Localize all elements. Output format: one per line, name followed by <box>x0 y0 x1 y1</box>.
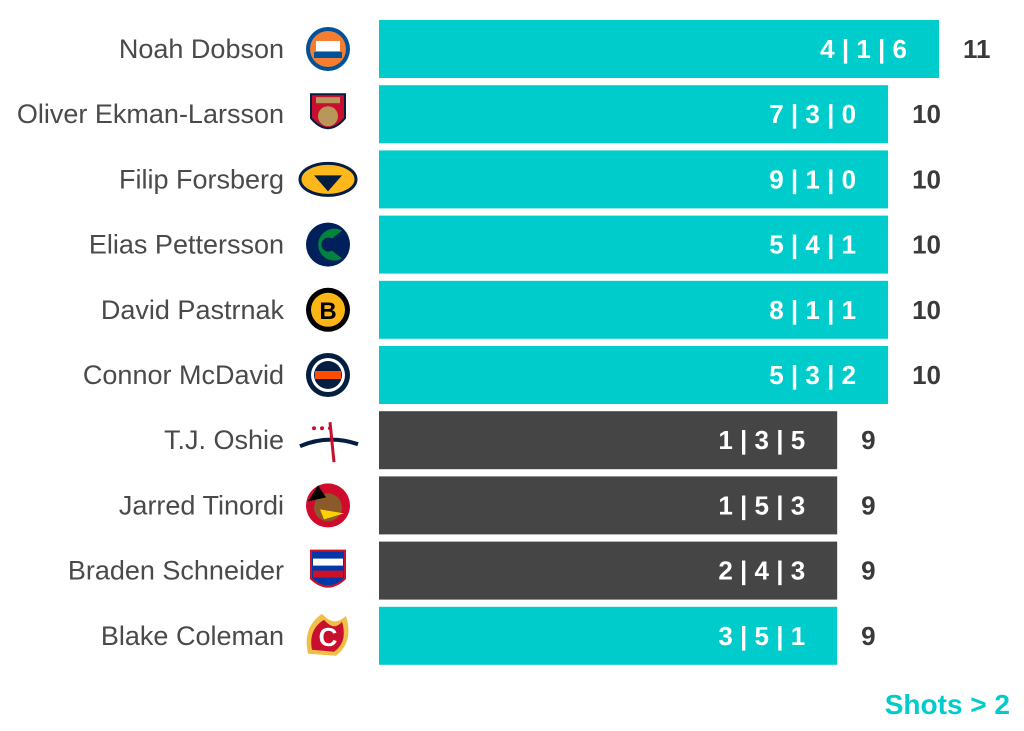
bar-breakdown-label: 5 | 4 | 1 <box>769 230 856 260</box>
bar-row: Noah Dobson 4 | 1 | 6 11 <box>119 20 991 78</box>
bar-breakdown-label: 3 | 5 | 1 <box>718 621 805 651</box>
bar-row: Blake Coleman C 3 | 5 | 1 9 <box>101 606 876 665</box>
bar-row: Oliver Ekman-Larsson 7 | 3 | 0 10 <box>17 85 941 144</box>
bar <box>379 411 838 470</box>
value-label: 10 <box>912 164 941 194</box>
oilers-logo-icon <box>306 353 350 397</box>
bar-row: T.J. Oshie 1 | 3 | 5 9 <box>164 411 876 470</box>
bar <box>379 85 889 144</box>
islanders-logo-icon <box>306 27 350 71</box>
bar <box>379 215 889 274</box>
panthers-logo-icon <box>310 93 346 130</box>
category-label: Elias Pettersson <box>89 230 284 260</box>
category-label: T.J. Oshie <box>164 425 284 455</box>
bar-row: Connor McDavid 5 | 3 | 2 10 <box>83 346 941 404</box>
bar-breakdown-label: 9 | 1 | 0 <box>769 164 856 194</box>
category-label: Blake Coleman <box>101 621 284 651</box>
bar-breakdown-label: 7 | 3 | 0 <box>769 99 856 129</box>
bar-row: Jarred Tinordi 1 | 5 | 3 9 <box>119 476 876 535</box>
bar <box>379 20 939 78</box>
bar-row: David Pastrnak B 8 | 1 | 1 10 <box>101 280 941 339</box>
chart-annotation: Shots > 2 <box>884 689 1010 720</box>
capitals-logo-icon <box>299 422 359 463</box>
value-label: 9 <box>861 621 875 651</box>
canucks-logo-icon <box>306 222 350 267</box>
bar-breakdown-label: 1 | 5 | 3 <box>718 490 805 520</box>
bar-row: Braden Schneider 2 | 4 | 3 9 <box>68 541 876 600</box>
bar-row: Filip Forsberg 9 | 1 | 0 10 <box>119 150 941 209</box>
category-label: Braden Schneider <box>68 556 284 586</box>
bar-breakdown-label: 4 | 1 | 6 <box>820 34 907 64</box>
value-label: 9 <box>861 490 875 520</box>
value-label: 10 <box>912 295 941 325</box>
value-label: 10 <box>912 99 941 129</box>
bruins-logo-icon: B <box>306 287 350 332</box>
bar <box>379 150 889 209</box>
blackhawks-logo-icon <box>306 483 350 528</box>
rangers-logo-icon <box>310 549 346 588</box>
category-label: Oliver Ekman-Larsson <box>17 99 284 129</box>
category-label: Connor McDavid <box>83 360 284 390</box>
value-label: 9 <box>861 425 875 455</box>
bar-breakdown-label: 2 | 4 | 3 <box>718 556 805 586</box>
svg-text:C: C <box>319 622 338 652</box>
flames-logo-icon: C <box>306 613 349 656</box>
value-label: 10 <box>912 230 941 260</box>
bar-breakdown-label: 5 | 3 | 2 <box>769 360 856 390</box>
category-label: Jarred Tinordi <box>119 490 284 520</box>
predators-logo-icon <box>298 161 358 197</box>
value-label: 11 <box>963 34 991 64</box>
bar-row: Elias Pettersson 5 | 4 | 1 10 <box>89 215 941 274</box>
bar <box>379 541 838 600</box>
bar <box>379 476 838 535</box>
category-label: David Pastrnak <box>101 295 285 325</box>
bar-breakdown-label: 1 | 3 | 5 <box>718 425 805 455</box>
svg-text:B: B <box>319 298 336 325</box>
value-label: 10 <box>912 360 941 390</box>
category-label: Noah Dobson <box>119 34 284 64</box>
bar <box>379 606 838 665</box>
bar-breakdown-label: 8 | 1 | 1 <box>769 295 856 325</box>
value-label: 9 <box>861 556 875 586</box>
category-label: Filip Forsberg <box>119 164 284 194</box>
bar <box>379 346 889 404</box>
bar <box>379 280 889 339</box>
